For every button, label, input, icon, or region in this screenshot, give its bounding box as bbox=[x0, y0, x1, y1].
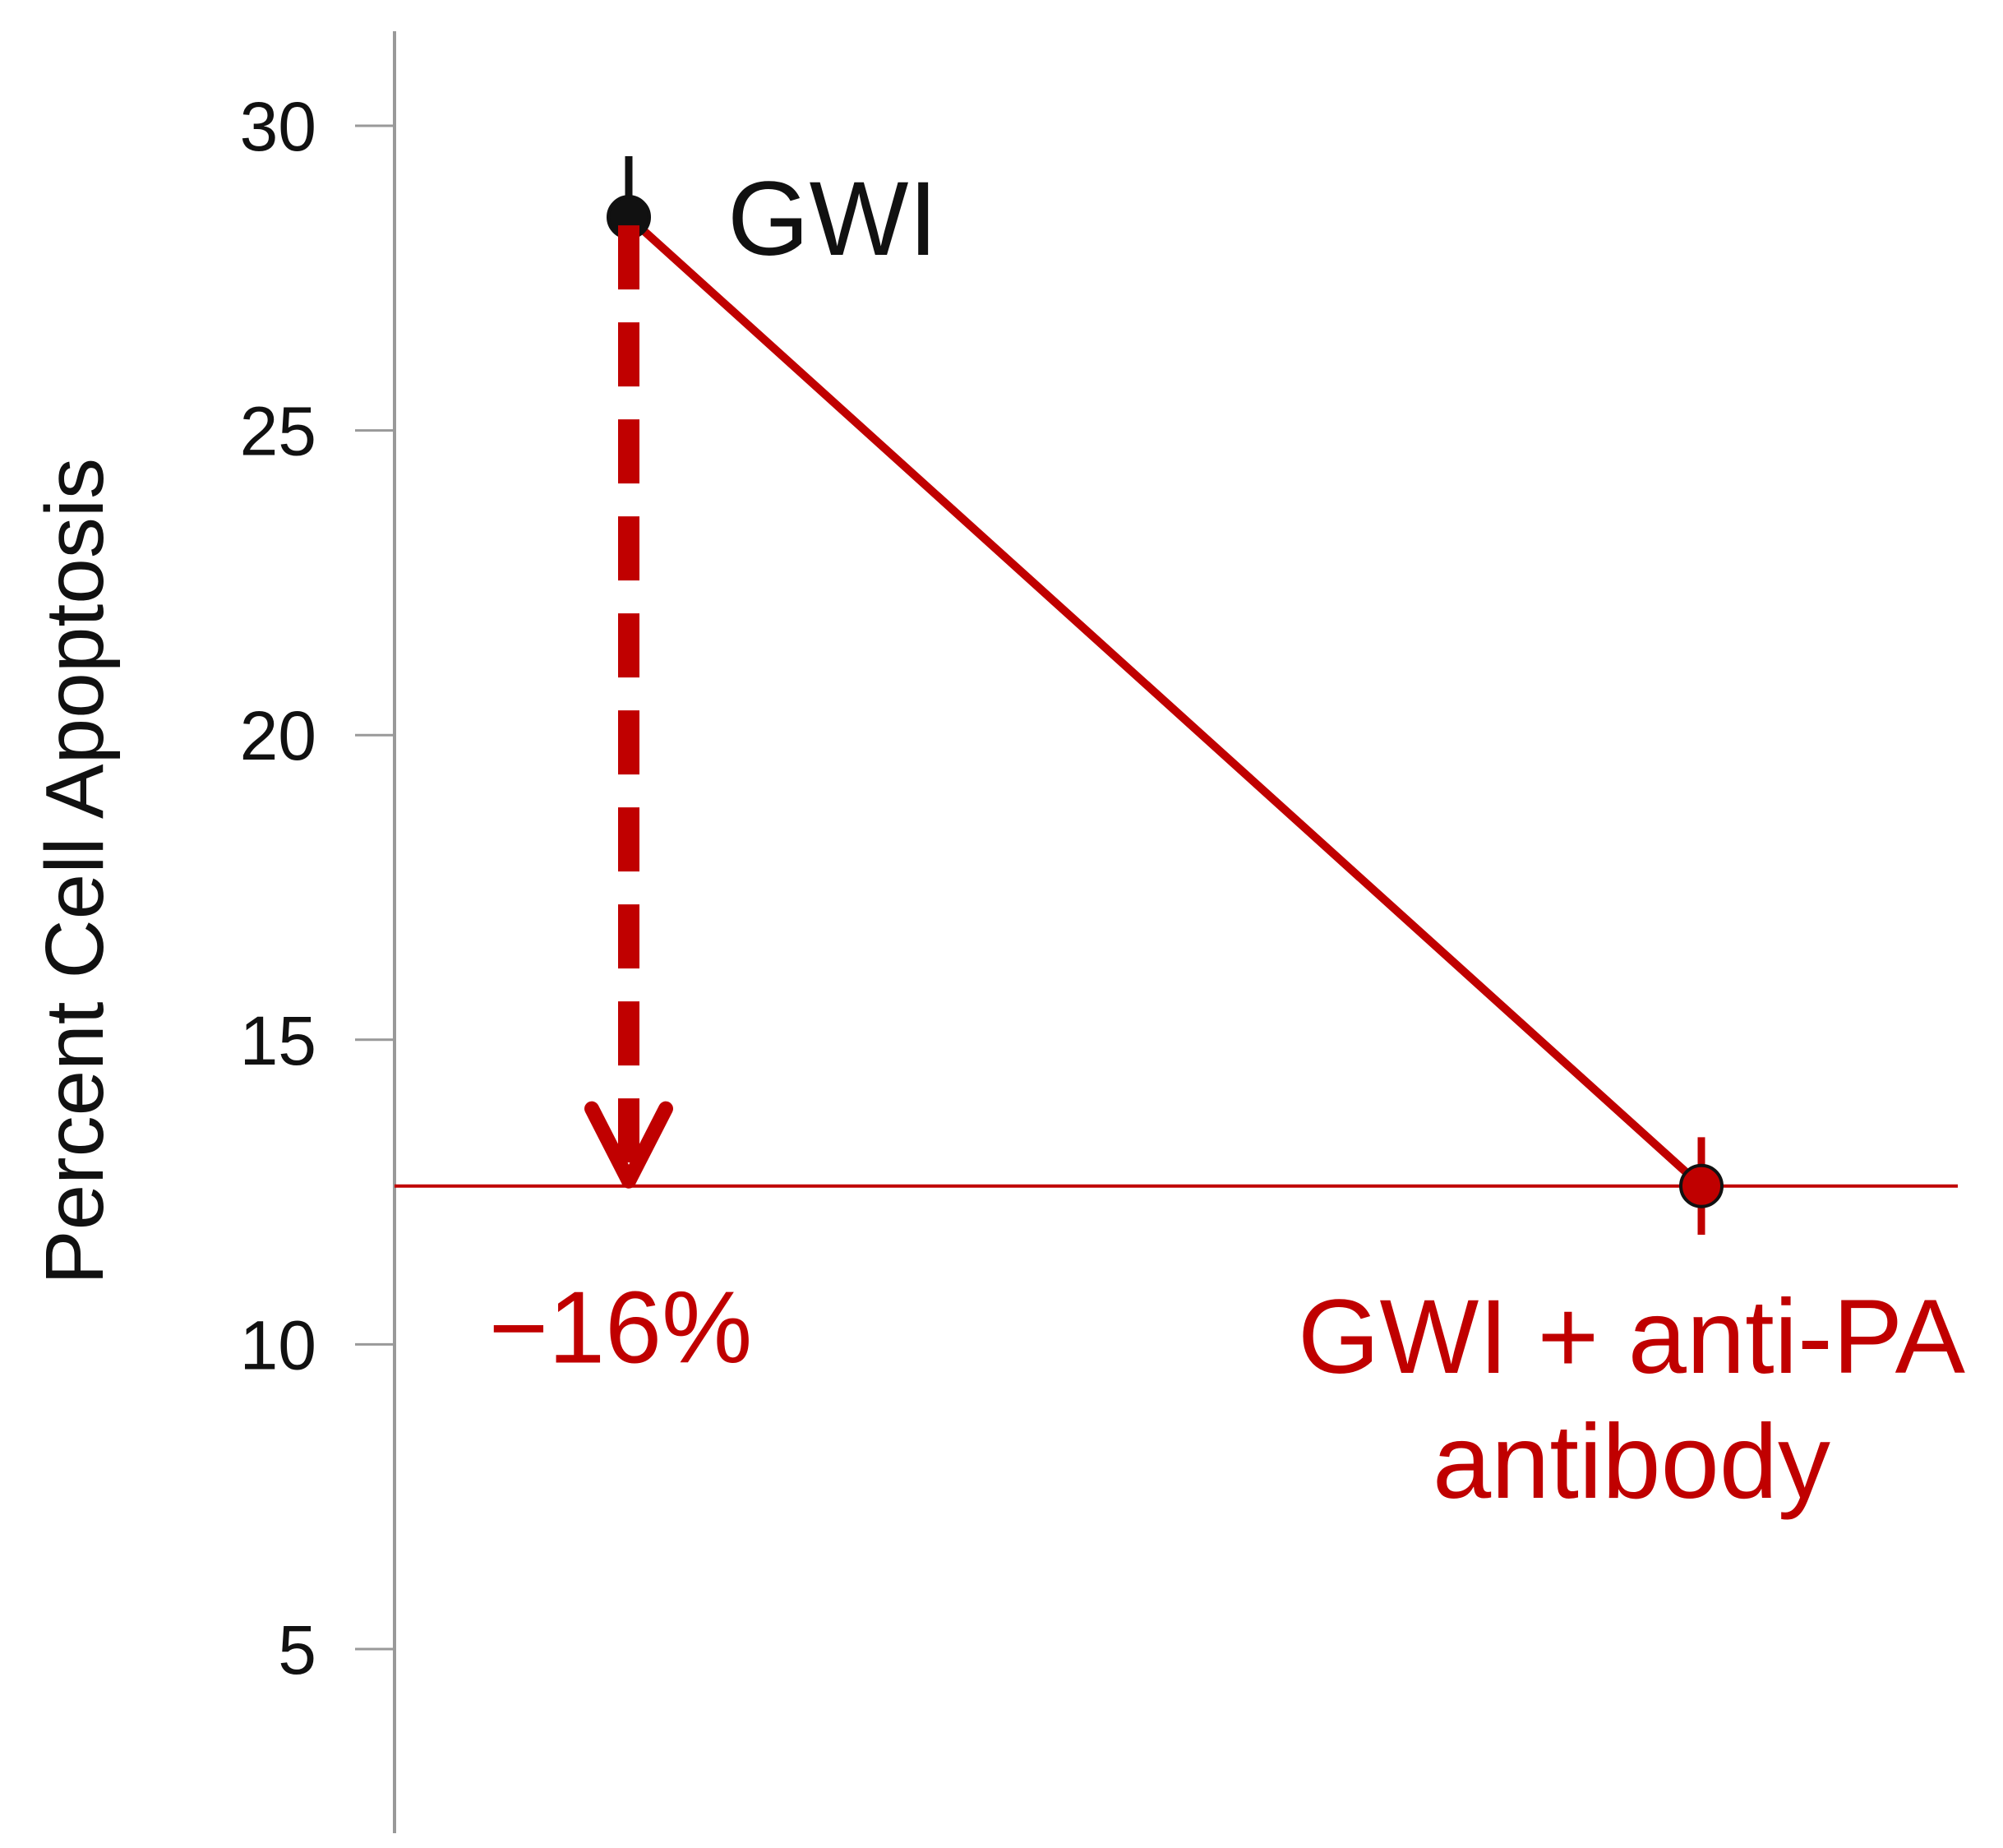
change-arrow-head bbox=[584, 1101, 673, 1189]
y-tick-label-5: 5 bbox=[278, 1611, 316, 1689]
point-label-1-line-1: antibody bbox=[1433, 1403, 1830, 1521]
point-label-1-line-0: GWI + anti-PA bbox=[1298, 1278, 1966, 1396]
y-tick-label-30: 30 bbox=[240, 88, 316, 165]
y-tick-label-25: 25 bbox=[240, 393, 316, 470]
point-label-0: GWI bbox=[727, 160, 938, 278]
connecting-line bbox=[625, 213, 1705, 1190]
annotation-group: −16% bbox=[489, 225, 753, 1385]
y-tick-label-20: 20 bbox=[240, 697, 316, 774]
y-tick-label-10: 10 bbox=[240, 1306, 316, 1384]
y-axis-title: Percent Cell Apoptosis bbox=[29, 458, 121, 1285]
series-group: GWI GWI + anti-PA antibody bbox=[607, 156, 1966, 1521]
y-tick-label-15: 15 bbox=[240, 1002, 316, 1079]
point-label-1: GWI + anti-PA antibody bbox=[1298, 1278, 1966, 1521]
change-label: −16% bbox=[489, 1272, 753, 1385]
point-marker-1 bbox=[1679, 1163, 1724, 1208]
y-axis: 5 10 15 20 25 30 bbox=[240, 31, 396, 1833]
